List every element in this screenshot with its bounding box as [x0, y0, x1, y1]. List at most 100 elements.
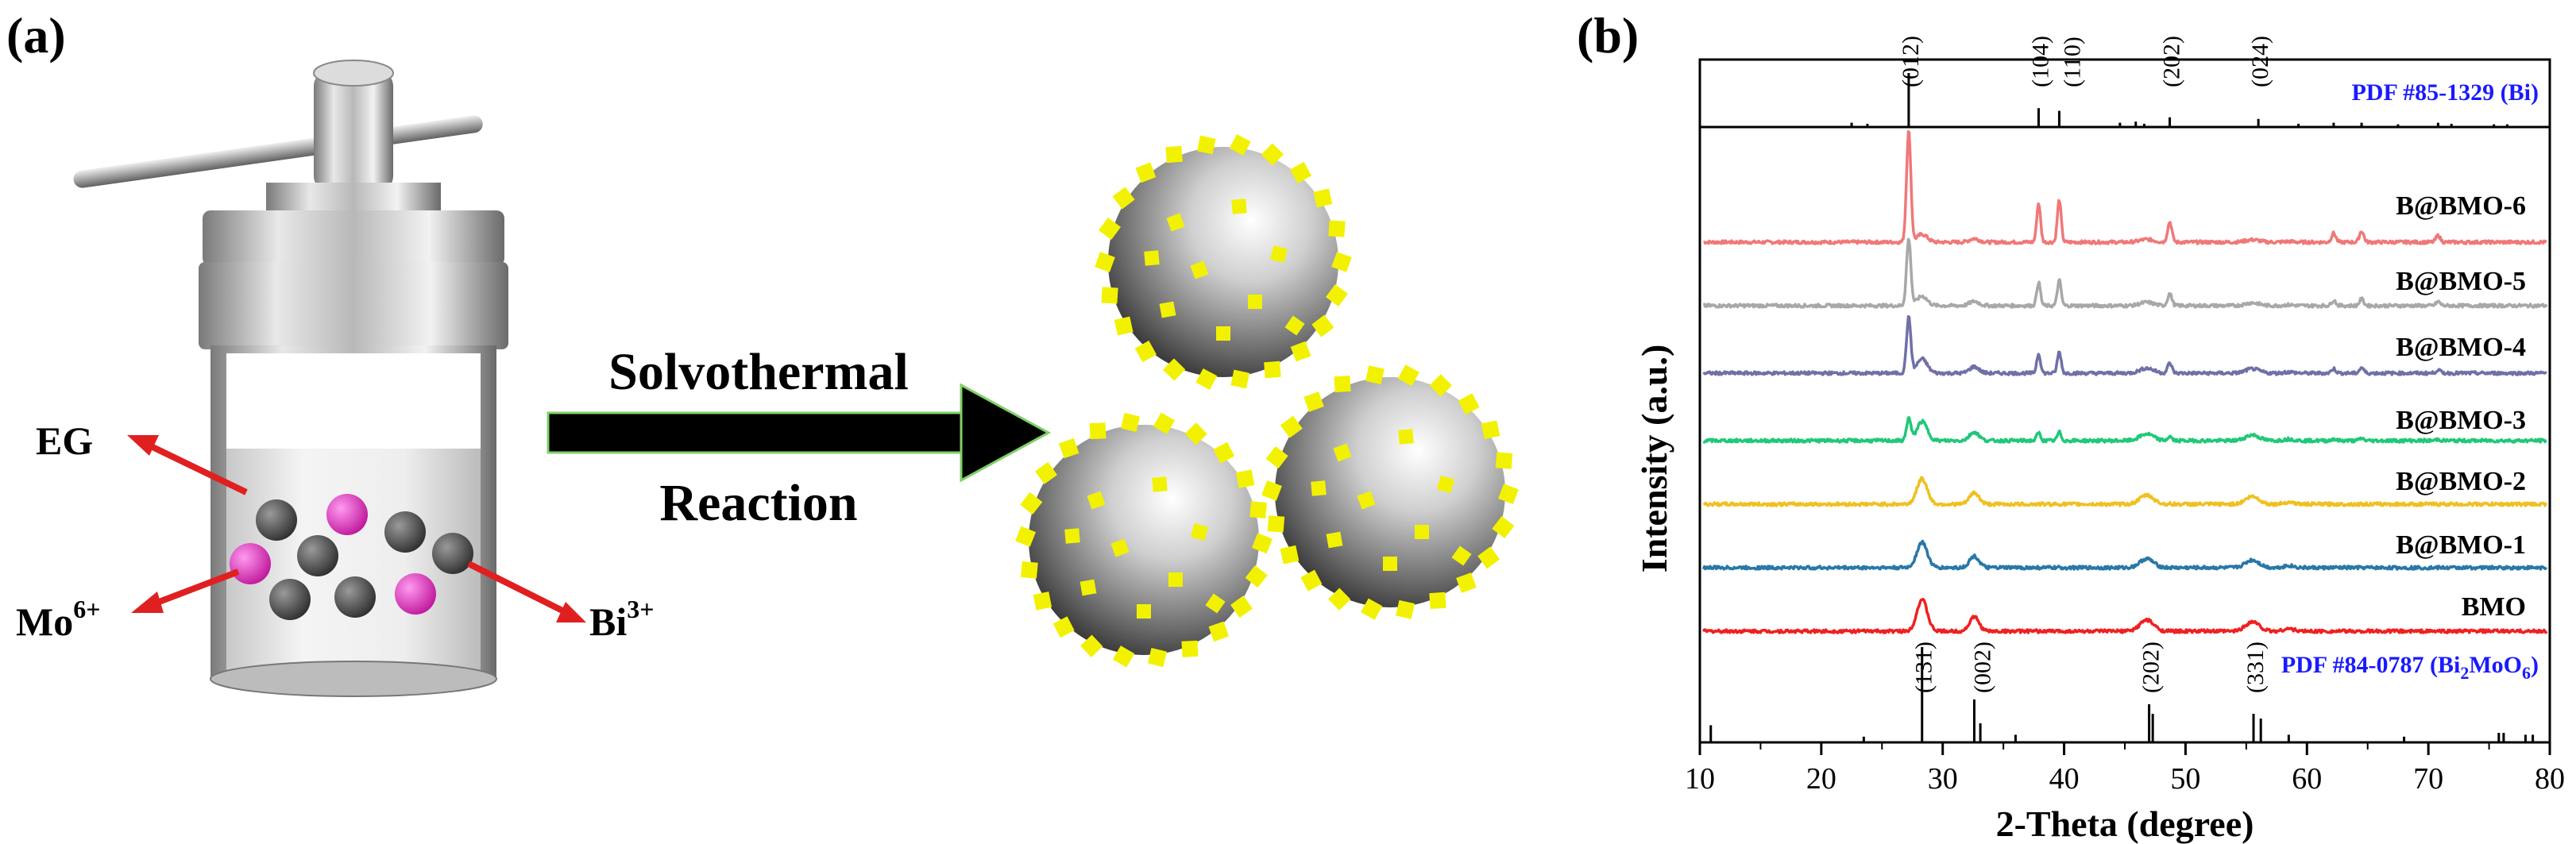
surface-particle: [1052, 616, 1075, 638]
surface-particle: [1064, 528, 1080, 544]
surface-particle: [1137, 604, 1151, 619]
surface-particle: [1168, 572, 1183, 587]
particle-dark: [269, 579, 311, 620]
surface-particle: [1492, 516, 1515, 539]
surface-particle: [1311, 314, 1334, 337]
particle-dark: [297, 535, 338, 576]
series-label: B@BMO-1: [2396, 530, 2526, 560]
surface-particle: [1208, 621, 1230, 642]
x-tick-label: 70: [2413, 762, 2443, 796]
x-tick-label: 60: [2292, 762, 2322, 796]
surface-particle: [1216, 326, 1230, 341]
surface-particle: [1328, 220, 1346, 237]
surface-particle: [1269, 245, 1288, 264]
surface-particle: [1230, 369, 1250, 389]
autoclave-screw: [314, 71, 393, 191]
pointer-bi: [467, 561, 566, 615]
surface-particle: [1398, 429, 1414, 445]
sphere: [1108, 147, 1338, 377]
surface-particle: [1195, 368, 1218, 391]
surface-particle: [1456, 572, 1477, 593]
process-arrow: [546, 383, 1052, 483]
pointer-bi-head: [556, 602, 586, 622]
bmo-hkl-label: (131): [1911, 642, 1937, 693]
sphere: [1029, 425, 1259, 655]
surface-particle: [1477, 546, 1500, 569]
surface-particle: [1361, 598, 1383, 620]
surface-particle: [1190, 522, 1209, 541]
surface-particle: [1230, 595, 1253, 619]
bmo-hkl-label: (002): [1969, 642, 1995, 693]
series-label: B@BMO-4: [2396, 333, 2526, 362]
xrd-pattern: [1702, 476, 2547, 507]
pointer-eg: [149, 443, 248, 495]
pointer-eg-head: [127, 435, 159, 456]
surface-particle: [1436, 475, 1455, 494]
bi-hkl-label: (012): [1898, 36, 1924, 87]
surface-particle: [1313, 188, 1333, 208]
surface-particle: [1144, 250, 1160, 266]
surface-particle: [1114, 316, 1134, 336]
particle-magenta: [230, 543, 271, 584]
surface-particle: [1300, 569, 1323, 592]
surface-particle: [1261, 480, 1282, 501]
surface-particle: [1365, 365, 1385, 385]
surface-particle: [1261, 143, 1284, 166]
surface-particle: [1020, 491, 1043, 514]
surface-particle: [1331, 252, 1352, 272]
series-label: B@BMO-2: [2396, 467, 2526, 496]
surface-particle: [1229, 133, 1251, 156]
surface-particle: [1328, 588, 1351, 611]
xrd-pattern: [1702, 237, 2548, 309]
surface-particle: [1095, 252, 1115, 272]
surface-particle: [1152, 476, 1168, 492]
surface-particle: [1087, 491, 1106, 510]
surface-particle: [1181, 640, 1199, 657]
surface-particle: [1280, 415, 1303, 438]
xrd-pattern: [1702, 130, 2547, 245]
surface-particle: [1033, 592, 1052, 611]
particle-dark: [256, 499, 297, 541]
surface-particle: [1429, 374, 1452, 397]
surface-particle: [1190, 260, 1209, 279]
surface-particle: [1495, 452, 1513, 469]
surface-particle: [1162, 358, 1186, 381]
surface-particle: [1326, 531, 1343, 549]
surface-particle: [1153, 412, 1176, 434]
particle-dark: [384, 511, 426, 553]
surface-particle: [1231, 198, 1247, 214]
surface-particle: [1058, 437, 1079, 459]
surface-particle: [1357, 491, 1376, 510]
series-label: B@BMO-6: [2396, 191, 2526, 221]
surface-particle: [1166, 213, 1185, 232]
particle-magenta: [395, 573, 436, 615]
surface-particle: [1451, 545, 1472, 566]
surface-particle: [1396, 599, 1415, 619]
surface-particle: [1290, 341, 1311, 362]
panel-b-label: (b): [1577, 7, 1639, 64]
surface-particle: [1311, 480, 1327, 496]
autoclave-handle-bar: [73, 115, 483, 188]
bmo-reference-label: PDF #84-0787 (Bi2MoO6): [2281, 652, 2539, 683]
reagent-pointers: [127, 435, 586, 622]
particle-dark: [334, 576, 376, 618]
surface-particle: [1334, 375, 1351, 393]
surface-particle: [1159, 301, 1176, 318]
surface-particle: [1099, 218, 1122, 241]
surface-particle: [1245, 565, 1268, 588]
surface-particle: [1397, 364, 1419, 387]
y-axis-label: Intensity (a.u.): [1634, 345, 1674, 573]
surface-particle: [1196, 135, 1216, 155]
series-label: B@BMO-5: [2396, 267, 2526, 296]
surface-particle: [1280, 545, 1300, 565]
bi-reference-label: PDF #85-1329 (Bi): [2351, 79, 2539, 106]
surface-particle: [1213, 441, 1235, 464]
x-tick-label: 50: [2170, 762, 2200, 796]
surface-particle: [1079, 579, 1097, 596]
surface-particle: [1021, 561, 1038, 579]
reagent-bi: Bi3+: [589, 595, 654, 644]
x-axis-label: 2-Theta (degree): [1996, 804, 2254, 844]
surface-particle: [1015, 526, 1037, 547]
x-tick-label: 40: [2049, 762, 2080, 796]
